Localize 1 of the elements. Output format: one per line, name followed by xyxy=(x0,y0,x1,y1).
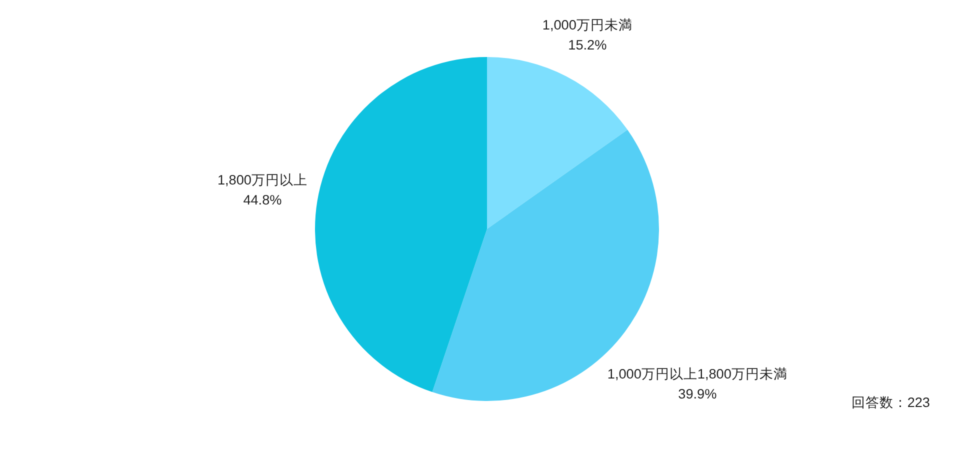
annotation: 回答数：223 xyxy=(851,395,930,410)
